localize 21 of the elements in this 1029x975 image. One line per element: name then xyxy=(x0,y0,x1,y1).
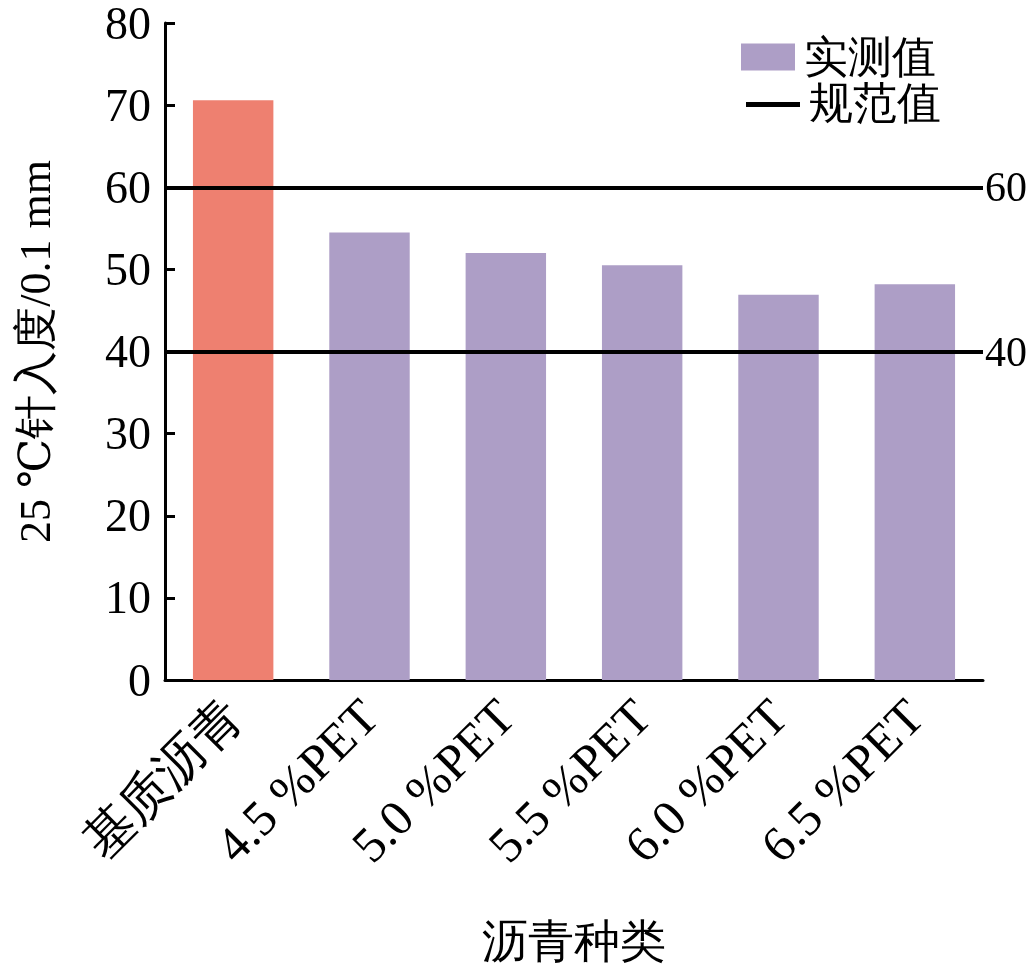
y-tick-label: 0 xyxy=(128,654,151,706)
bar xyxy=(465,252,547,680)
legend-label: 实测值 xyxy=(804,32,936,82)
bar xyxy=(329,232,410,680)
ref-line-label: 40 xyxy=(985,328,1027,375)
y-tick-label: 40 xyxy=(105,326,151,377)
y-axis-title: 25 ℃针入度/0.1 mm xyxy=(10,160,60,543)
y-tick-label: 70 xyxy=(105,79,151,131)
annotation: 规范值 xyxy=(809,79,941,128)
y-tick-label: 80 xyxy=(105,0,151,49)
ref-line-label: 60 xyxy=(985,164,1027,211)
bar xyxy=(192,100,274,680)
y-tick-label: 20 xyxy=(105,490,151,542)
y-tick-label: 60 xyxy=(105,161,151,213)
bar xyxy=(601,265,683,680)
bar xyxy=(738,294,819,680)
y-tick-label: 50 xyxy=(105,243,151,295)
x-axis-title: 沥青种类 xyxy=(482,915,666,967)
bar xyxy=(874,284,956,680)
y-tick-label: 10 xyxy=(105,572,151,624)
y-tick-label: 30 xyxy=(105,408,151,460)
